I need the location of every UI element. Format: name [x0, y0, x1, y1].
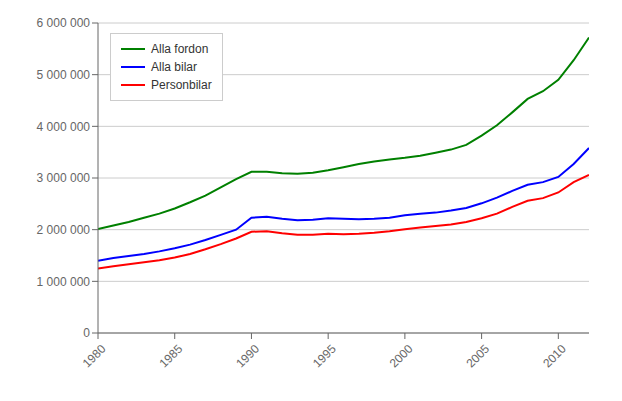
svg-text:3 000 000: 3 000 000	[37, 171, 91, 185]
svg-text:1980: 1980	[80, 341, 109, 370]
svg-text:4 000 000: 4 000 000	[37, 120, 91, 134]
svg-text:2 000 000: 2 000 000	[37, 223, 91, 237]
svg-text:2010: 2010	[540, 341, 569, 370]
svg-text:5 000 000: 5 000 000	[37, 68, 91, 82]
svg-text:2005: 2005	[463, 341, 492, 370]
svg-text:0: 0	[83, 326, 90, 340]
svg-text:1995: 1995	[310, 341, 339, 370]
html-text:Alla bilar: Alla bilar	[151, 60, 197, 74]
svg-text:1 000 000: 1 000 000	[37, 275, 91, 289]
svg-text:1985: 1985	[157, 341, 186, 370]
svg-text:6 000 000: 6 000 000	[37, 16, 91, 30]
svg-text:2000: 2000	[387, 341, 416, 370]
svg-text:1990: 1990	[233, 341, 262, 370]
html-text:Alla fordon: Alla fordon	[151, 42, 209, 56]
html-text:Personbilar: Personbilar	[151, 78, 212, 92]
